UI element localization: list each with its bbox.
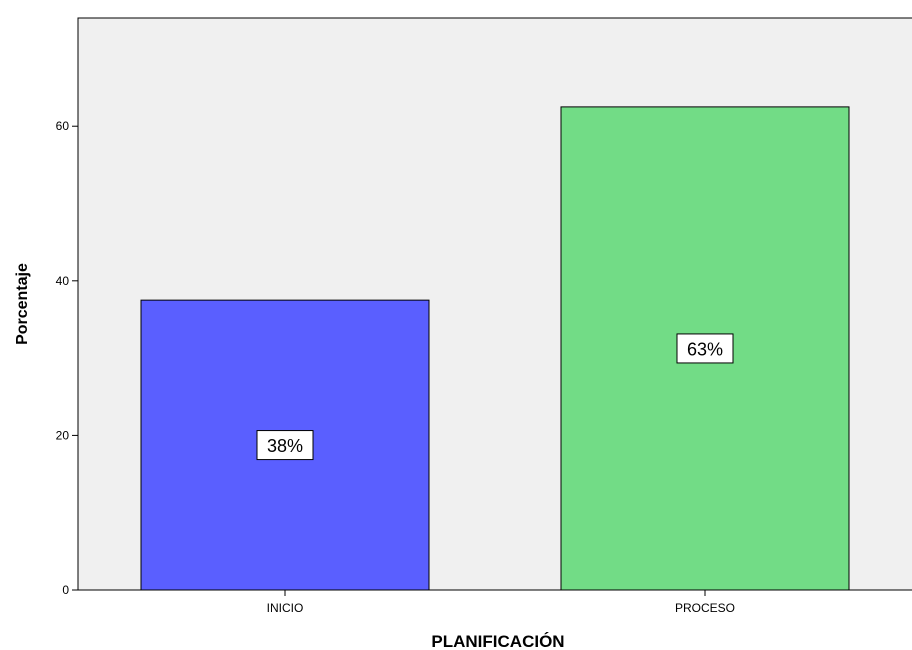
y-tick-label: 40 [56, 274, 70, 288]
y-axis: 0 20 40 60 [56, 119, 78, 597]
x-axis-title: PLANIFICACIÓN [431, 632, 564, 650]
y-axis-title: Porcentaje [14, 263, 31, 345]
data-label: 38% [267, 436, 303, 456]
x-axis: INICIO PROCESO [267, 590, 735, 615]
x-tick-label: PROCESO [675, 601, 735, 615]
x-tick-label: INICIO [267, 601, 304, 615]
y-tick-label: 20 [56, 428, 70, 442]
data-label-box [676, 333, 734, 364]
bars-group: 38% 63% [140, 106, 850, 591]
data-label: 63% [687, 339, 723, 359]
data-label-box [256, 430, 314, 461]
y-tick-label: 60 [56, 119, 70, 133]
y-tick-label: 0 [62, 583, 69, 597]
